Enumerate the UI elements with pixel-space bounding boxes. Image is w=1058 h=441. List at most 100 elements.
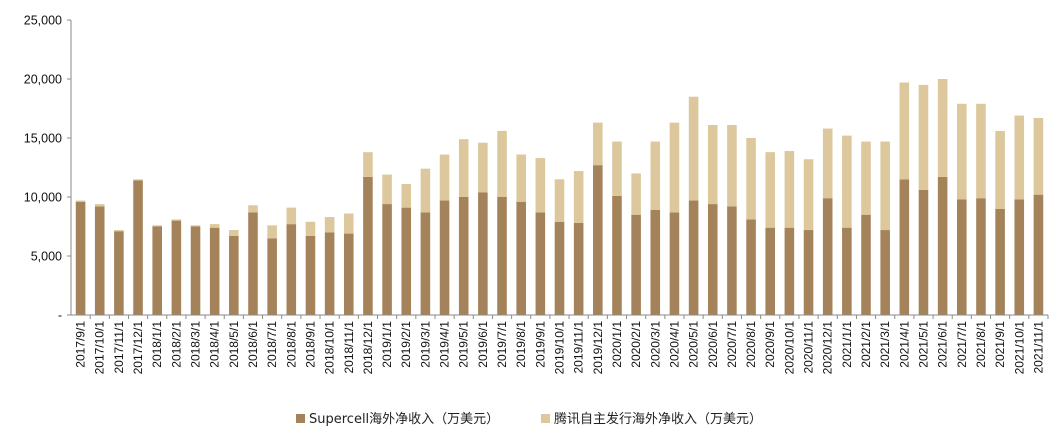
bar-tencent (439, 154, 450, 201)
bar-tencent (229, 230, 239, 236)
bar-tencent (554, 179, 565, 222)
bar-supercell (765, 227, 776, 315)
bar-tencent (995, 130, 1005, 209)
x-tick-label: 2020/12/1 (821, 321, 835, 375)
bar-supercell (439, 200, 450, 315)
y-tick-label: 5,000 (31, 250, 62, 264)
bar-tencent (209, 224, 220, 228)
bar-tencent (152, 225, 162, 227)
y-tick-label: - (58, 309, 62, 323)
bar-supercell (516, 201, 526, 315)
bar-supercell (497, 197, 507, 315)
bar-supercell (114, 231, 124, 315)
bar-supercell (305, 235, 316, 315)
bar-supercell (995, 208, 1005, 315)
bar-tencent (1014, 115, 1025, 200)
legend: Supercell海外净收入（万美元） 腾讯自主发行海外净收入（万美元） (296, 411, 762, 427)
x-axis-ticks: 2017/9/1 2017/10/1 2017/11/1 2017/12/1 2018/… (74, 315, 1049, 375)
x-tick-label: 2017/9/1 (74, 321, 88, 368)
bar-tencent (286, 207, 297, 225)
x-tick-label: 2018/11/1 (342, 321, 356, 374)
x-tick-label: 2020/9/1 (763, 321, 777, 368)
x-tick-label: 2019/7/1 (495, 321, 509, 368)
y-tick-label: 20,000 (24, 73, 62, 87)
x-tick-label: 2018/6/1 (246, 321, 260, 368)
bar-tencent (248, 205, 258, 213)
x-tick-label: 2020/6/1 (706, 321, 720, 368)
bar-tencent (171, 219, 182, 221)
bar-tencent (727, 125, 737, 207)
bar-supercell (458, 197, 469, 315)
bar-tencent (94, 204, 105, 207)
bar-tencent (803, 159, 814, 231)
bar-tencent (669, 122, 680, 213)
x-tick-label: 2019/11/1 (572, 321, 586, 374)
legend-label-tencent: 腾讯自主发行海外净收入（万美元） (554, 411, 762, 427)
x-tick-label: 2019/8/1 (514, 321, 528, 368)
x-tick-label: 2021/8/1 (974, 321, 988, 368)
bar-supercell (707, 204, 718, 315)
bar-tencent (707, 125, 718, 205)
bar-tencent (305, 221, 316, 236)
bar-supercell (94, 206, 105, 315)
x-tick-label: 2020/3/1 (648, 321, 662, 368)
x-tick-label: 2018/12/1 (361, 321, 375, 375)
x-tick-label: 2021/2/1 (859, 321, 873, 368)
x-tick-label: 2019/3/1 (418, 321, 432, 368)
legend-label-supercell: Supercell海外净收入（万美元） (309, 412, 499, 427)
x-tick-label: 2019/5/1 (457, 321, 471, 368)
x-tick-label: 2018/7/1 (265, 321, 279, 368)
bar-supercell (842, 227, 852, 315)
bar-supercell (650, 209, 661, 315)
x-tick-label: 2018/8/1 (284, 321, 298, 368)
x-tick-label: 2020/4/1 (667, 321, 681, 368)
bar-supercell (478, 192, 488, 315)
bar-supercell (976, 198, 986, 315)
bar-tencent (976, 103, 986, 199)
x-tick-label: 2020/5/1 (687, 321, 701, 368)
bar-tencent (899, 82, 910, 180)
x-tick-label: 2017/10/1 (93, 321, 107, 375)
bar-supercell (363, 176, 373, 315)
x-tick-label: 2017/11/1 (112, 321, 126, 374)
bar-supercell (957, 199, 967, 315)
bar-tencent (382, 174, 392, 205)
y-tick-label: 25,000 (24, 14, 62, 28)
bar-tencent (75, 200, 86, 202)
bar-supercell (688, 200, 699, 315)
bar-tencent (420, 168, 431, 213)
bar-supercell (75, 201, 86, 315)
bar-supercell (822, 198, 833, 315)
x-tick-label: 2021/4/1 (897, 321, 911, 368)
bars-group (75, 79, 1044, 315)
x-tick-label: 2020/2/1 (629, 321, 643, 368)
bar-supercell (343, 233, 354, 315)
x-tick-label: 2021/3/1 (878, 321, 892, 368)
x-tick-label: 2018/2/1 (169, 321, 183, 368)
x-tick-label: 2019/10/1 (553, 321, 567, 375)
bar-supercell (535, 212, 546, 315)
x-tick-label: 2021/6/1 (936, 321, 950, 368)
bar-supercell (631, 214, 641, 315)
x-tick-label: 2018/3/1 (189, 321, 203, 368)
x-tick-label: 2020/10/1 (782, 321, 796, 375)
bar-supercell (190, 226, 201, 315)
x-tick-label: 2018/4/1 (208, 321, 222, 368)
bar-supercell (1014, 199, 1025, 315)
bar-supercell (937, 176, 948, 315)
bar-tencent (478, 142, 488, 193)
bar-supercell (420, 212, 431, 315)
bar-tencent (1033, 117, 1044, 195)
bar-supercell (918, 189, 929, 315)
bar-tencent (861, 141, 871, 215)
bar-tencent (593, 122, 603, 166)
legend-swatch-supercell (296, 414, 305, 423)
x-tick-label: 2021/10/1 (1012, 321, 1026, 375)
bar-supercell (401, 207, 412, 315)
bar-supercell (229, 235, 239, 315)
bar-tencent (937, 79, 948, 177)
legend-swatch-tencent (541, 414, 550, 423)
x-tick-label: 2018/1/1 (150, 321, 164, 368)
x-tick-label: 2018/5/1 (227, 321, 241, 368)
y-axis-ticks: - 5,000 10,000 15,000 20,000 25,000 (24, 14, 71, 323)
